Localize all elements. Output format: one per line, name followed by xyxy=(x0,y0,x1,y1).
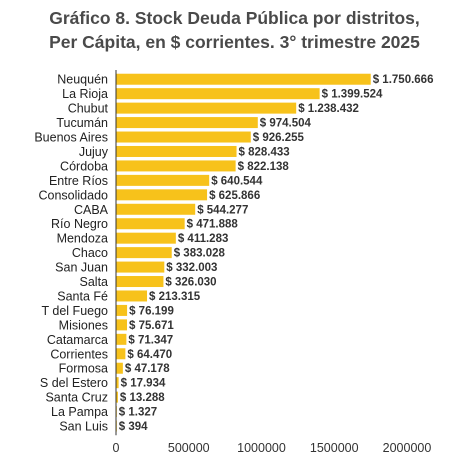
data-label: $ 822.138 xyxy=(238,161,290,173)
data-label: $ 13.288 xyxy=(120,392,165,404)
bar xyxy=(116,348,126,360)
bar xyxy=(116,232,176,244)
category-label: La Rioja xyxy=(62,87,108,101)
bar xyxy=(116,290,148,302)
data-label: $ 17.934 xyxy=(121,378,166,390)
bar xyxy=(116,131,251,143)
bar xyxy=(116,391,118,403)
data-label: $ 1.750.666 xyxy=(373,74,434,86)
x-tick-label: 1500000 xyxy=(310,441,359,455)
category-label: Santa Fé xyxy=(57,289,108,303)
chart-title: Gráfico 8. Stock Deuda Pública por distr… xyxy=(0,6,469,54)
bar xyxy=(116,261,165,273)
data-label: $ 332.003 xyxy=(166,262,217,274)
bar xyxy=(116,304,128,316)
category-label: Formosa xyxy=(59,362,108,376)
category-label: Salta xyxy=(80,275,109,289)
category-label: Buenos Aires xyxy=(34,131,108,145)
bar xyxy=(116,247,172,259)
data-label: $ 383.028 xyxy=(174,248,226,260)
chart-title-line-2: Per Cápita, en $ corrientes. 3° trimestr… xyxy=(49,32,420,52)
category-label: Jujuy xyxy=(79,145,109,159)
data-label: $ 76.199 xyxy=(129,305,174,317)
bar xyxy=(116,73,371,85)
data-label: $ 411.283 xyxy=(178,233,229,245)
data-label: $ 828.433 xyxy=(239,146,290,158)
category-label: CABA xyxy=(74,203,109,217)
category-label: Entre Ríos xyxy=(49,174,108,188)
data-label: $ 471.888 xyxy=(187,219,239,231)
category-label: Río Negro xyxy=(51,217,108,231)
bar xyxy=(116,174,210,186)
category-label: San Juan xyxy=(55,261,108,275)
data-label: $ 71.347 xyxy=(128,334,173,346)
bar xyxy=(116,218,185,230)
data-label: $ 47.178 xyxy=(125,363,170,375)
data-label: $ 544.277 xyxy=(197,204,248,216)
data-label: $ 640.544 xyxy=(211,175,263,187)
data-label: $ 974.504 xyxy=(260,118,312,130)
chart-title-line-1: Gráfico 8. Stock Deuda Pública por distr… xyxy=(49,8,420,28)
x-tick-label: 500000 xyxy=(168,441,210,455)
category-label: Catamarca xyxy=(47,333,108,347)
category-label: Neuquén xyxy=(57,73,108,87)
category-label: Misiones xyxy=(59,318,108,332)
category-label: Consolidado xyxy=(39,188,109,202)
bar xyxy=(116,117,258,129)
bar xyxy=(116,88,320,100)
bar xyxy=(116,160,236,172)
x-tick-label: 0 xyxy=(113,441,120,455)
data-label: $ 1.238.432 xyxy=(298,103,359,115)
bar xyxy=(116,102,297,114)
category-label: Santa Cruz xyxy=(45,391,108,405)
bar xyxy=(116,319,128,331)
category-label: S del Estero xyxy=(40,376,108,390)
bar xyxy=(116,362,123,374)
category-label: San Luis xyxy=(59,420,108,434)
bar xyxy=(116,276,164,288)
data-label: $ 75.671 xyxy=(129,320,174,332)
x-tick-label: 2000000 xyxy=(383,441,432,455)
bar xyxy=(116,145,237,157)
category-label: Corrientes xyxy=(50,347,108,361)
data-label: $ 625.866 xyxy=(209,190,260,202)
category-label: Chaco xyxy=(72,246,108,260)
category-label: Chubut xyxy=(68,102,109,116)
data-label: $ 1.399.524 xyxy=(322,89,383,101)
category-label: Mendoza xyxy=(57,232,108,246)
data-label: $ 213.315 xyxy=(149,291,201,303)
data-label: $ 926.255 xyxy=(253,132,305,144)
category-label: Córdoba xyxy=(60,159,108,173)
data-label: $ 64.470 xyxy=(127,349,172,361)
bar xyxy=(116,189,208,201)
bar xyxy=(116,333,127,345)
category-label: T del Fuego xyxy=(42,304,109,318)
data-label: $ 394 xyxy=(119,421,148,433)
data-label: $ 326.030 xyxy=(165,277,216,289)
category-label: Tucumán xyxy=(56,116,108,130)
x-tick-label: 1000000 xyxy=(237,441,286,455)
bar xyxy=(116,203,196,215)
category-label: La Pampa xyxy=(51,405,108,419)
bar xyxy=(116,377,119,389)
data-label: $ 1.327 xyxy=(119,407,157,419)
